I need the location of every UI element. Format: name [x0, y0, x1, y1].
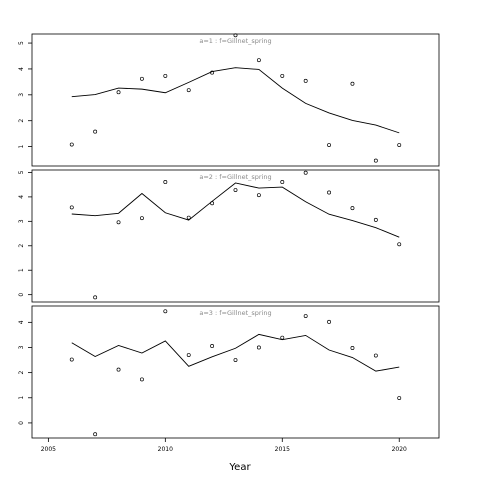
data-point [373, 217, 378, 222]
fitted-line [71, 333, 400, 372]
data-point [350, 81, 355, 86]
data-point [397, 396, 402, 400]
panel-title: a=3 : f=Gillnet_spring [199, 309, 271, 317]
panels-layer: 1 2 3 4 5 a=1 : f=Gillnet_spring 0 1 2 3 4 5 a=2 : f… [18, 33, 440, 439]
panel-1: 1 2 3 4 5 a=1 : f=Gillnet_spring [18, 33, 440, 167]
data-point [280, 180, 285, 184]
data-point [139, 76, 144, 81]
data-point [256, 58, 261, 63]
y-tick-label: 5 [18, 41, 25, 45]
x-tick-label: 2015 [275, 446, 290, 453]
data-point [327, 143, 332, 147]
x-axis-label: Year [228, 462, 251, 473]
x-axis: 2005 2010 2015 2020 [41, 438, 407, 453]
data-point [186, 215, 191, 220]
y-tick-label: 3 [18, 219, 25, 223]
panel-2: 0 1 2 3 4 5 a=2 : f=Gillnet_spring [18, 169, 440, 303]
data-point [256, 345, 261, 350]
x-tick-label: 2010 [158, 446, 173, 453]
data-point [163, 309, 168, 314]
data-point [163, 73, 168, 78]
data-point [350, 346, 355, 350]
data-point [210, 70, 215, 75]
y-tick-label: 1 [18, 396, 25, 400]
data-point [303, 78, 308, 83]
data-point [93, 295, 98, 300]
data-point [397, 242, 402, 247]
y-tick-label: 1 [18, 268, 25, 272]
data-point [186, 88, 191, 93]
y-tick-label: 1 [18, 145, 25, 149]
x-tick-label: 2020 [392, 446, 407, 453]
data-point [350, 206, 355, 211]
data-point [303, 170, 308, 175]
data-point [327, 319, 332, 324]
y-tick-label: 0 [18, 421, 25, 425]
data-point [210, 344, 215, 348]
data-point [373, 158, 378, 163]
data-point [210, 201, 215, 206]
x-tick-label: 2005 [41, 446, 56, 453]
y-tick-label: 5 [18, 170, 25, 174]
panel-frame [31, 169, 440, 303]
data-point [256, 193, 261, 198]
data-point [93, 129, 98, 134]
data-point [233, 358, 238, 363]
panel-title: a=1 : f=Gillnet_spring [199, 37, 271, 45]
y-tick-label: 2 [18, 119, 25, 123]
data-point [69, 205, 74, 210]
data-point [139, 216, 144, 221]
data-point [303, 314, 308, 319]
data-point [69, 142, 74, 147]
data-point [116, 367, 121, 372]
data-point [93, 432, 98, 437]
y-tick-label: 2 [18, 244, 25, 248]
data-point [280, 335, 285, 340]
y-tick-label: 4 [18, 320, 25, 324]
fitted-line [71, 182, 400, 238]
data-point [327, 190, 332, 195]
data-point [116, 90, 121, 95]
y-tick-label: 2 [18, 371, 25, 375]
fitted-line [71, 67, 400, 134]
data-point [233, 33, 238, 38]
panel-title: a=2 : f=Gillnet_spring [199, 173, 271, 181]
y-tick-label: 0 [18, 293, 25, 297]
data-point [186, 353, 191, 357]
data-point [397, 143, 402, 147]
data-point [163, 180, 168, 184]
y-tick-label: 4 [18, 195, 25, 199]
panel-3: 0 1 2 3 4 a=3 : f=Gillnet_spring [18, 305, 440, 439]
y-tick-label: 3 [18, 345, 25, 349]
panel-frame [31, 33, 440, 167]
data-point [280, 73, 285, 78]
panel-frame [31, 305, 440, 439]
data-point [69, 357, 74, 362]
y-tick-label: 4 [18, 67, 25, 71]
y-tick-label: 3 [18, 93, 25, 97]
data-point [373, 353, 378, 358]
data-point [139, 377, 144, 382]
data-point [116, 220, 121, 225]
data-point [233, 188, 238, 192]
